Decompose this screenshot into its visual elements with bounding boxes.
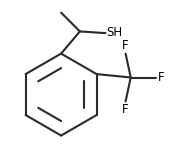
Text: F: F [158,71,165,84]
Text: F: F [122,103,129,116]
Text: SH: SH [106,26,122,39]
Text: F: F [122,39,129,52]
